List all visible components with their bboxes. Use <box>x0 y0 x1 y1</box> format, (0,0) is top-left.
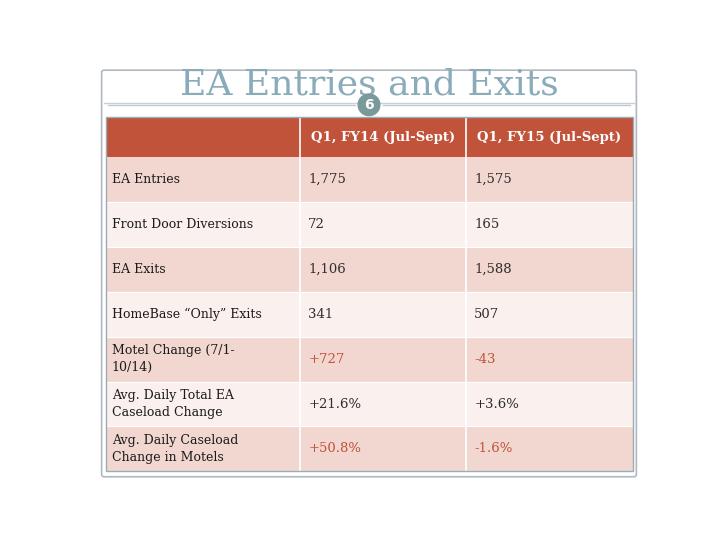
Bar <box>106 382 632 427</box>
Bar <box>106 117 632 157</box>
Text: -43: -43 <box>474 353 496 366</box>
Text: 1,775: 1,775 <box>308 173 346 186</box>
Text: Q1, FY14 (Jul-Sept): Q1, FY14 (Jul-Sept) <box>312 131 456 144</box>
Text: EA Entries and Exits: EA Entries and Exits <box>179 67 559 101</box>
Text: 1,575: 1,575 <box>474 173 512 186</box>
Text: Front Door Diversions: Front Door Diversions <box>112 218 253 231</box>
Text: +21.6%: +21.6% <box>308 397 361 410</box>
Text: Q1, FY15 (Jul-Sept): Q1, FY15 (Jul-Sept) <box>477 131 621 144</box>
Text: +727: +727 <box>308 353 345 366</box>
Bar <box>106 202 632 247</box>
Text: +50.8%: +50.8% <box>308 442 361 455</box>
Bar <box>106 157 632 202</box>
Circle shape <box>358 94 380 116</box>
Text: Avg. Daily Caseload
Change in Motels: Avg. Daily Caseload Change in Motels <box>112 434 238 464</box>
Text: 165: 165 <box>474 218 500 231</box>
Bar <box>106 292 632 337</box>
Text: EA Exits: EA Exits <box>112 263 166 276</box>
Bar <box>106 337 632 382</box>
Text: -1.6%: -1.6% <box>474 442 513 455</box>
Text: HomeBase “Only” Exits: HomeBase “Only” Exits <box>112 308 261 321</box>
Text: 507: 507 <box>474 308 500 321</box>
Text: 341: 341 <box>308 308 333 321</box>
Text: Motel Change (7/1-
10/14): Motel Change (7/1- 10/14) <box>112 344 234 374</box>
Text: EA Entries: EA Entries <box>112 173 180 186</box>
Bar <box>106 427 632 471</box>
Text: 1,588: 1,588 <box>474 263 512 276</box>
Text: Avg. Daily Total EA
Caseload Change: Avg. Daily Total EA Caseload Change <box>112 389 233 419</box>
Bar <box>106 117 632 471</box>
FancyBboxPatch shape <box>102 70 636 477</box>
Text: +3.6%: +3.6% <box>474 397 519 410</box>
Bar <box>106 247 632 292</box>
Text: 6: 6 <box>364 98 374 112</box>
Text: 72: 72 <box>308 218 325 231</box>
Text: 1,106: 1,106 <box>308 263 346 276</box>
